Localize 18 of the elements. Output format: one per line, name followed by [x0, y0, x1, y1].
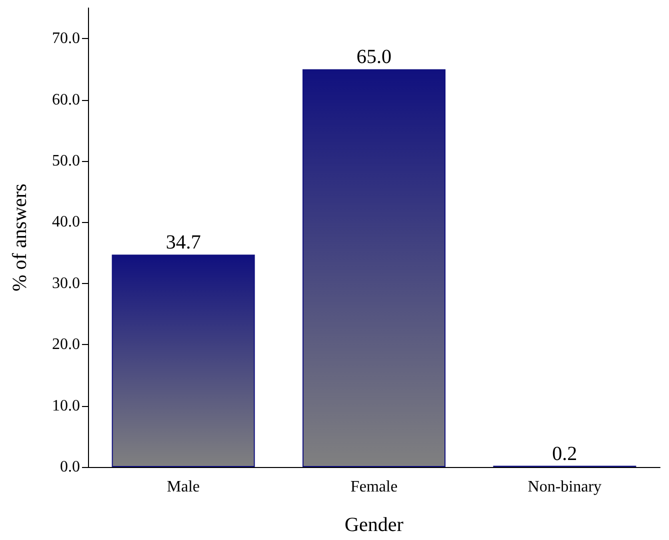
y-tick-label: 40.0	[52, 214, 80, 231]
data-label: 65.0	[356, 46, 392, 68]
y-tick-label: 60.0	[52, 91, 80, 108]
x-tick-label: Male	[166, 478, 200, 496]
data-label: 34.7	[166, 232, 201, 254]
x-tick-label: Non-binary	[528, 478, 602, 496]
y-tick-label: 30.0	[52, 274, 80, 292]
bar	[302, 69, 446, 467]
x-tick-label: Female	[350, 478, 398, 496]
y-tick-label: 10.0	[52, 397, 80, 414]
y-tick-label: 50.0	[52, 152, 80, 170]
y-axis-title: % of answers	[9, 183, 31, 292]
bar	[112, 254, 255, 467]
y-tick-label: 20.0	[52, 336, 80, 354]
y-tick-label: 70.0	[52, 30, 80, 48]
y-tick-label: 0.0	[60, 458, 80, 476]
data-label: 0.2	[552, 442, 578, 465]
x-axis-title: Gender	[344, 514, 404, 536]
